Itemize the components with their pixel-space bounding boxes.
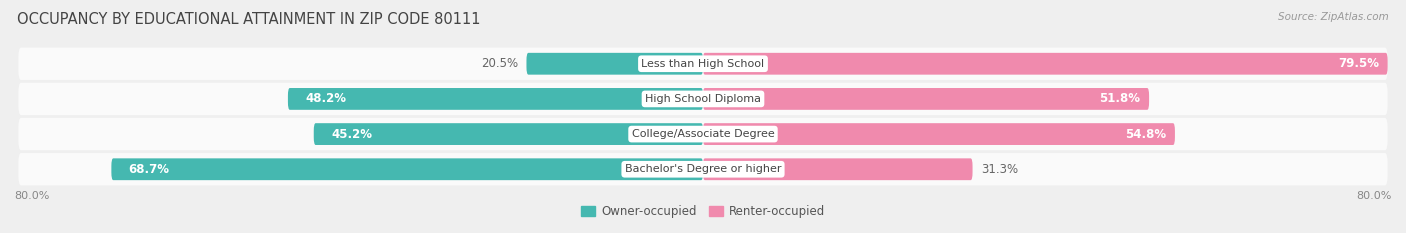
Text: College/Associate Degree: College/Associate Degree — [631, 129, 775, 139]
FancyBboxPatch shape — [526, 53, 703, 75]
Text: 51.8%: 51.8% — [1099, 93, 1140, 105]
FancyBboxPatch shape — [18, 48, 1388, 80]
Text: 80.0%: 80.0% — [14, 192, 49, 201]
Text: Source: ZipAtlas.com: Source: ZipAtlas.com — [1278, 12, 1389, 22]
Text: 48.2%: 48.2% — [305, 93, 346, 105]
Text: High School Diploma: High School Diploma — [645, 94, 761, 104]
Text: 45.2%: 45.2% — [330, 128, 373, 140]
Text: 79.5%: 79.5% — [1339, 57, 1379, 70]
FancyBboxPatch shape — [18, 83, 1388, 115]
Legend: Owner-occupied, Renter-occupied: Owner-occupied, Renter-occupied — [581, 205, 825, 218]
Text: Less than High School: Less than High School — [641, 59, 765, 69]
Text: 20.5%: 20.5% — [481, 57, 517, 70]
Text: 31.3%: 31.3% — [981, 163, 1018, 176]
Text: 68.7%: 68.7% — [128, 163, 170, 176]
FancyBboxPatch shape — [703, 88, 1149, 110]
FancyBboxPatch shape — [703, 53, 1388, 75]
Text: 80.0%: 80.0% — [1357, 192, 1392, 201]
FancyBboxPatch shape — [111, 158, 703, 180]
FancyBboxPatch shape — [703, 158, 973, 180]
FancyBboxPatch shape — [314, 123, 703, 145]
FancyBboxPatch shape — [703, 123, 1175, 145]
Text: 54.8%: 54.8% — [1125, 128, 1167, 140]
Text: OCCUPANCY BY EDUCATIONAL ATTAINMENT IN ZIP CODE 80111: OCCUPANCY BY EDUCATIONAL ATTAINMENT IN Z… — [17, 12, 481, 27]
FancyBboxPatch shape — [288, 88, 703, 110]
Text: Bachelor's Degree or higher: Bachelor's Degree or higher — [624, 164, 782, 174]
FancyBboxPatch shape — [18, 153, 1388, 185]
FancyBboxPatch shape — [18, 118, 1388, 150]
